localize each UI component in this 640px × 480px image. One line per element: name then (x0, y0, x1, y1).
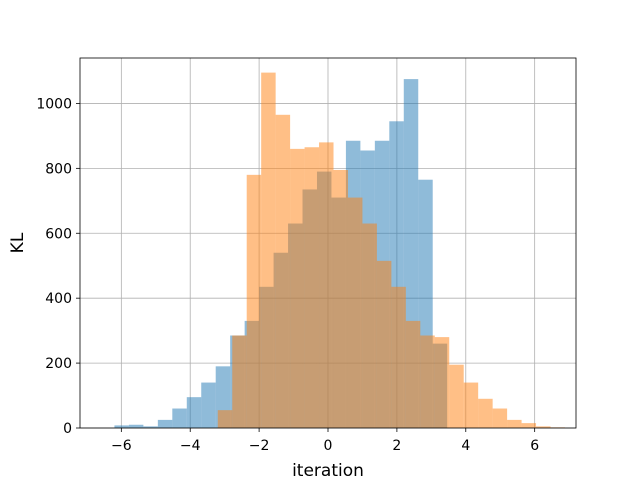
histogram-bar (319, 142, 334, 428)
x-tick-label: −6 (111, 438, 132, 454)
histogram-bar (376, 260, 392, 428)
histogram-bar (391, 286, 406, 428)
y-tick-label: 400 (45, 291, 72, 307)
histogram-bar (201, 382, 216, 428)
histogram-bar (463, 382, 479, 428)
histogram-bar (275, 114, 291, 428)
histogram-bar (246, 174, 262, 428)
histogram-bar (217, 410, 233, 428)
histogram-bar (521, 423, 537, 428)
histogram-bar (405, 320, 421, 428)
x-tick-label: −4 (180, 438, 201, 454)
x-tick-label: 2 (392, 438, 401, 454)
histogram-bar (157, 419, 173, 428)
y-tick-label: 1000 (36, 96, 72, 112)
x-tick-label: 0 (324, 438, 333, 454)
series-2-bars (217, 72, 565, 429)
histogram-bar (333, 169, 348, 428)
histogram-bar (172, 408, 187, 428)
histogram-bar (536, 426, 551, 428)
x-axis-label: iteration (292, 461, 364, 480)
histogram-bar (449, 364, 464, 428)
x-axis-ticks: −6 −4 −2 0 2 4 6 (111, 428, 539, 454)
histogram-bar (434, 337, 450, 428)
y-tick-label: 600 (45, 226, 72, 242)
histogram-bar (232, 335, 247, 428)
histogram-bar (261, 72, 276, 429)
histogram-bars (114, 72, 565, 429)
x-tick-label: −2 (249, 438, 270, 454)
y-axis-label: KL (8, 232, 28, 253)
histogram-bar (420, 335, 435, 428)
x-tick-label: 4 (461, 438, 470, 454)
y-tick-label: 200 (45, 356, 72, 372)
histogram-bar (362, 223, 377, 428)
histogram-bar (492, 408, 508, 428)
histogram-bar (114, 425, 129, 428)
histogram-bar (186, 397, 202, 428)
histogram-bar (478, 398, 493, 428)
y-axis-ticks: 0 200 400 600 800 1000 (36, 96, 80, 437)
x-tick-label: 6 (530, 438, 539, 454)
histogram-bar (128, 424, 144, 428)
y-tick-label: 800 (45, 161, 72, 177)
histogram-bar (507, 419, 522, 428)
y-tick-label: 0 (63, 421, 72, 437)
histogram-bar (143, 426, 158, 428)
histogram-bar (290, 148, 305, 428)
histogram-bar (304, 147, 320, 428)
histogram-bar (347, 197, 363, 428)
